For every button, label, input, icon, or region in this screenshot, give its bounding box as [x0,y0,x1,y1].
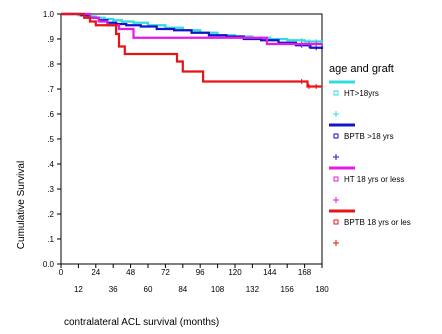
legend-marker-2 [333,176,339,182]
legend-title: age and graft [329,63,394,75]
x-tick-label: 48 [126,268,135,277]
legend-marker-3 [333,219,339,225]
legend-label-3: BPTB 18 yrs or les [344,218,411,227]
legend-label-1: BPTB >18 yrs [344,132,394,141]
x-tick-label: 60 [144,285,153,294]
series-line-3 [61,12,322,88]
series-lines [61,12,324,89]
x-tick-label: 180 [315,285,329,294]
x-tick-label: 96 [196,268,205,277]
x-tick-label: 168 [298,268,312,277]
x-tick-label: 84 [178,285,187,294]
legend: HT>18yrs BPTB >18 yrs HT 18 yrs or less BPT… [329,80,411,246]
x-tick-label: 36 [109,285,118,294]
y-tick-label: .6 [47,110,54,119]
x-tick-label: 132 [246,285,260,294]
y-axis-label: Cumulative Survival [16,161,27,249]
y-tick-label: .1 [47,235,54,244]
x-tick-label: 0 [59,268,64,277]
x-tick-label: 12 [74,285,83,294]
y-tick-label: .2 [47,210,54,219]
x-tick-label: 144 [263,268,277,277]
y-tick-label: .3 [47,185,54,194]
y-tick-label: 1.0 [43,10,55,19]
legend-label-0: HT>18yrs [344,89,379,98]
legend-marker-0 [333,90,339,96]
y-tick-label: 0.0 [43,260,55,269]
axes: 0.0.1.2.3.4.5.6.7.8.91.00 24 48 72 96 120 144 1… [43,10,329,294]
y-tick-label: .5 [47,135,54,144]
x-tick-label: 156 [281,285,295,294]
x-tick-label: 72 [161,268,170,277]
x-tick-label: 108 [211,285,225,294]
legend-label-2: HT 18 yrs or less [344,175,404,184]
plot-frame [60,13,323,265]
y-tick-label: .8 [47,60,54,69]
x-tick-label: 120 [228,268,242,277]
legend-marker-1 [333,133,339,139]
x-tick-label: 24 [91,268,100,277]
y-tick-label: .4 [47,160,54,169]
y-tick-label: .9 [47,35,54,44]
x-axis-label: contralateral ACL survival (months) [64,317,219,328]
y-tick-label: .7 [47,85,54,94]
